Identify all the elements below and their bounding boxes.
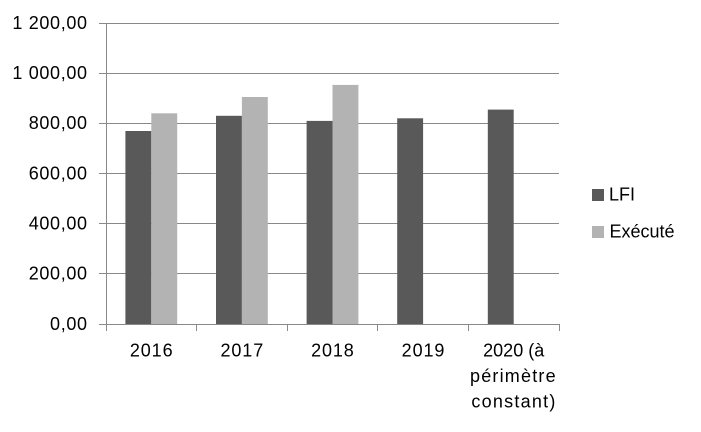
svg-text:périmètre: périmètre [470,366,557,386]
svg-text:400,00: 400,00 [29,214,88,234]
svg-text:2016: 2016 [130,340,174,360]
svg-text:600,00: 600,00 [29,163,88,183]
svg-text:constant): constant) [471,392,556,412]
svg-text:2017: 2017 [220,340,264,360]
svg-text:1 000,00: 1 000,00 [12,63,87,83]
svg-text:0,00: 0,00 [50,314,88,334]
svg-text:800,00: 800,00 [29,113,88,133]
svg-text:LFI: LFI [609,185,635,205]
svg-text:Exécuté: Exécuté [610,222,675,242]
svg-text:2018: 2018 [311,340,355,360]
svg-text:2020 (à: 2020 (à [483,340,545,360]
svg-text:2019: 2019 [402,340,446,360]
svg-text:1 200,00: 1 200,00 [12,13,87,33]
svg-text:200,00: 200,00 [29,264,88,284]
